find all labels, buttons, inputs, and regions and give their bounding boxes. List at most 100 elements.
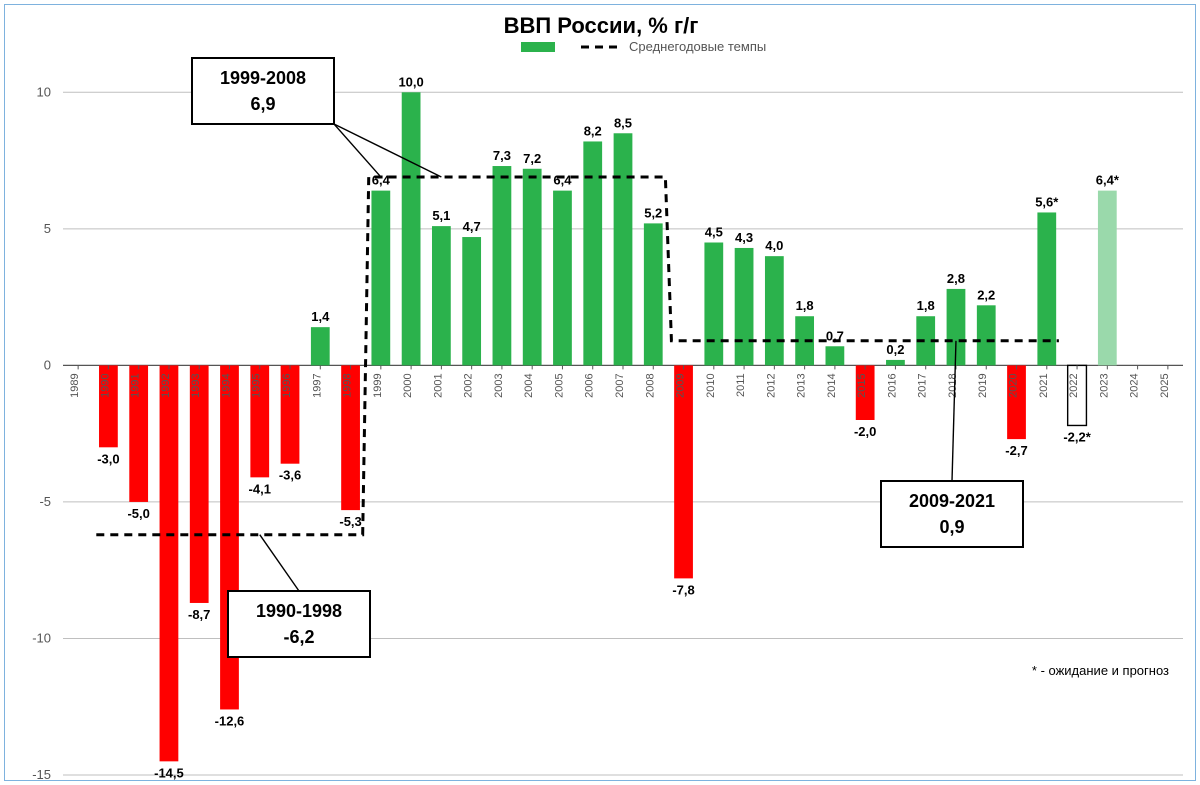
callout-line1: 1999-2008: [220, 68, 306, 88]
bar: [765, 256, 784, 365]
bar-value-label: 2,8: [947, 271, 965, 286]
x-year-label: 2025: [1159, 373, 1171, 397]
callout-line1: 1990-1998: [256, 601, 342, 621]
y-tick-label: -10: [32, 630, 51, 645]
bar: [190, 365, 209, 603]
y-tick-label: -5: [39, 494, 51, 509]
bar: [371, 191, 390, 366]
bar: [402, 92, 421, 365]
bar-value-label: 1,8: [917, 298, 935, 313]
x-year-label: 2018: [947, 373, 959, 397]
x-year-label: 1996: [281, 373, 293, 397]
x-year-label: 1992: [160, 373, 172, 397]
bar-value-label: -8,7: [188, 607, 210, 622]
bar: [553, 191, 572, 366]
bar-value-label: 7,3: [493, 148, 511, 163]
legend-swatch-bars: [521, 42, 555, 52]
callout-line2: -6,2: [283, 627, 314, 647]
bar-value-label: 6,4: [372, 173, 391, 188]
bar: [735, 248, 754, 365]
bar-value-label: -3,0: [97, 451, 119, 466]
bar: [311, 327, 330, 365]
x-year-label: 1998: [342, 373, 354, 397]
bar-value-label: 7,2: [523, 151, 541, 166]
bar-value-label: -14,5: [154, 765, 184, 780]
bar-value-label: -2,2*: [1063, 429, 1091, 444]
bar-value-label: 6,4*: [1096, 173, 1120, 188]
x-year-label: 2015: [856, 373, 868, 397]
chart-frame: -15 -10 -5 0 5 10 ВВП России, % г/гСреднегодов…: [4, 4, 1196, 781]
x-year-label: 2011: [735, 373, 747, 397]
x-year-label: 2023: [1098, 373, 1110, 397]
chart-title: ВВП России, % г/г: [504, 13, 699, 38]
x-year-label: 1989: [69, 373, 81, 397]
y-tick-label: 0: [44, 357, 51, 372]
bar-value-label: 4,5: [705, 225, 723, 240]
legend-trend-label: Среднегодовые темпы: [629, 39, 766, 54]
x-year-label: 2002: [463, 373, 475, 397]
x-year-label: 2020: [1008, 373, 1020, 397]
bar-value-label: 1,4: [311, 309, 330, 324]
bar: [583, 141, 602, 365]
y-tick-label: 10: [37, 84, 51, 99]
bar-value-label: -3,6: [279, 468, 301, 483]
y-tick-label: -15: [32, 767, 51, 782]
x-year-label: 2012: [765, 373, 777, 397]
x-year-label: 2024: [1129, 373, 1141, 397]
bar: [1037, 212, 1056, 365]
bar-value-label: -4,1: [249, 481, 271, 496]
bar-value-label: -5,0: [127, 506, 149, 521]
x-year-label: 2017: [917, 373, 929, 397]
bar-value-label: 2,2: [977, 287, 995, 302]
x-year-label: 2016: [886, 373, 898, 397]
bar-value-label: 10,0: [398, 74, 423, 89]
bar: [704, 243, 723, 366]
x-year-label: 2019: [977, 373, 989, 397]
callout-leader: [334, 124, 381, 177]
x-year-label: 1997: [311, 373, 323, 397]
callout-line1: 2009-2021: [909, 491, 995, 511]
bar: [886, 360, 905, 365]
x-year-label: 2001: [432, 373, 444, 397]
bar: [977, 305, 996, 365]
bar-value-label: -2,7: [1005, 443, 1027, 458]
callout-line2: 6,9: [250, 94, 275, 114]
x-year-label: 1993: [190, 373, 202, 397]
bar-value-label: -2,0: [854, 424, 876, 439]
bar-value-label: -5,3: [339, 514, 361, 529]
x-year-label: 1991: [130, 373, 142, 397]
x-year-label: 1995: [251, 373, 263, 397]
bar-value-label: 8,2: [584, 123, 602, 138]
x-year-label: 2005: [553, 373, 565, 397]
x-year-label: 1994: [220, 373, 232, 397]
bar-value-label: 5,6*: [1035, 194, 1059, 209]
bar: [432, 226, 451, 365]
bar-value-label: 4,0: [765, 238, 783, 253]
bar-value-label: 4,3: [735, 230, 753, 245]
x-year-label: 2013: [796, 373, 808, 397]
y-tick-label: 5: [44, 221, 51, 236]
x-year-label: 1999: [372, 373, 384, 397]
callout-line2: 0,9: [939, 517, 964, 537]
x-year-label: 2009: [675, 373, 687, 397]
bar-value-label: 1,8: [796, 298, 814, 313]
bar: [614, 133, 633, 365]
bar-value-label: 6,4: [553, 173, 572, 188]
x-year-label: 2003: [493, 373, 505, 397]
bar: [493, 166, 512, 365]
bar-value-label: 5,2: [644, 205, 662, 220]
footnote: * - ожидание и прогноз: [1032, 663, 1169, 678]
x-year-label: 2007: [614, 373, 626, 397]
callout-leader: [334, 124, 441, 177]
x-year-label: 2004: [523, 373, 535, 397]
x-year-label: 2010: [705, 373, 717, 397]
bar: [523, 169, 542, 366]
x-year-label: 1990: [99, 373, 111, 397]
bar-value-label: -12,6: [215, 713, 245, 728]
x-year-label: 2008: [644, 373, 656, 397]
bar: [1098, 191, 1117, 366]
x-year-label: 2022: [1068, 373, 1080, 397]
bar: [462, 237, 481, 365]
bar-value-label: -7,8: [672, 582, 694, 597]
bar: [160, 365, 179, 761]
